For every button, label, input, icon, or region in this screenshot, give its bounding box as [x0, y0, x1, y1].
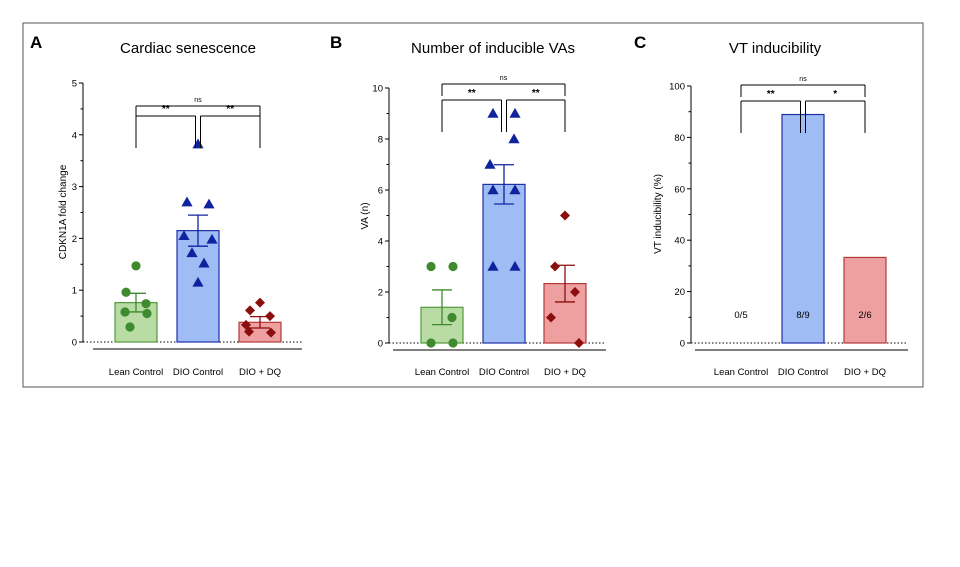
panel-c-plot: 0 20 40 60 80 100 Lean Control 0/5 DIO Control 8/…	[669, 76, 908, 378]
significance-label: **	[468, 88, 476, 99]
data-point	[120, 307, 130, 317]
panel-a-plot: 0 1 2 3 4 5 Lean Control DIO Control DIO + DQ ** *…	[72, 79, 302, 378]
data-point	[192, 138, 204, 149]
data-point	[186, 247, 198, 258]
y-tick-label: 2	[378, 288, 383, 299]
data-point	[546, 312, 556, 323]
panel-b-plot: 0 2 4 6 8 10 Lean Control DIO Control DIO + DQ **…	[372, 75, 606, 378]
data-point	[509, 107, 521, 118]
data-point	[508, 133, 520, 144]
y-tick-label: 0	[72, 338, 77, 349]
y-tick-label: 20	[674, 287, 685, 298]
category-label: DIO Control	[173, 367, 223, 378]
bar-count-label: 8/9	[796, 310, 809, 321]
y-tick-label: 40	[674, 236, 685, 247]
panel-b: B Number of inducible VAs VA (n) 0 2 4 6 8 10…	[330, 33, 606, 378]
y-tick-label: 10	[372, 84, 383, 95]
panel-a: A Cardiac senescence CDKN1A fold change …	[30, 33, 302, 378]
data-point	[448, 338, 458, 348]
data-point	[245, 305, 255, 316]
data-point	[131, 261, 141, 271]
data-point	[141, 299, 151, 309]
data-point	[178, 230, 190, 241]
data-point	[560, 210, 570, 221]
panel-a-ylabel: CDKN1A fold change	[58, 164, 69, 259]
data-point	[426, 261, 436, 272]
y-tick-label: 0	[680, 339, 685, 350]
data-point	[487, 184, 499, 195]
data-point	[570, 287, 580, 297]
panel-c: C VT inducibility VT inducibility (%) 0 2…	[634, 33, 908, 378]
panel-b-letter: B	[330, 33, 342, 52]
data-point	[509, 260, 521, 271]
significance-label: **	[532, 88, 540, 99]
category-label: Lean Control	[109, 367, 163, 378]
significance-label: ns	[194, 97, 202, 104]
significance-label: *	[833, 89, 837, 100]
y-tick-label: 60	[674, 184, 685, 195]
y-tick-label: 0	[378, 339, 383, 350]
panel-a-title: Cardiac senescence	[120, 40, 256, 57]
data-point	[484, 158, 496, 169]
significance-label: **	[226, 104, 234, 115]
data-point	[206, 233, 218, 244]
data-point	[574, 338, 584, 348]
panel-c-ylabel: VT inducibility (%)	[653, 174, 664, 254]
data-point	[244, 326, 254, 337]
panel-a-letter: A	[30, 33, 42, 52]
data-point	[255, 297, 265, 308]
panel-b-title: Number of inducible VAs	[411, 40, 575, 57]
data-point	[265, 311, 275, 322]
bar-1	[482, 183, 526, 344]
y-tick-label: 3	[72, 182, 77, 193]
data-point	[181, 196, 193, 207]
data-point	[142, 308, 152, 319]
data-point	[448, 261, 458, 272]
y-tick-label: 2	[72, 234, 77, 245]
data-point	[198, 257, 210, 268]
category-label: Lean Control	[714, 367, 768, 378]
bar-count-label: 0/5	[734, 310, 747, 321]
data-point	[426, 338, 436, 348]
y-tick-label: 5	[72, 79, 77, 90]
data-point	[192, 276, 204, 287]
category-label: Lean Control	[415, 367, 469, 378]
y-tick-label: 80	[674, 133, 685, 144]
panel-c-letter: C	[634, 33, 646, 52]
data-point	[487, 107, 499, 118]
bar-count-label: 2/6	[858, 310, 871, 321]
category-label: DIO Control	[479, 367, 529, 378]
category-label: DIO + DQ	[544, 367, 586, 378]
y-tick-label: 1	[72, 286, 77, 297]
figure-frame	[22, 22, 924, 388]
bar-1	[781, 113, 825, 344]
significance-label: **	[767, 89, 775, 100]
y-tick-label: 6	[378, 186, 383, 197]
panel-c-title: VT inducibility	[729, 40, 822, 57]
category-label: DIO + DQ	[239, 367, 281, 378]
y-tick-label: 100	[669, 82, 685, 93]
data-point	[447, 312, 457, 323]
significance-label: **	[162, 104, 170, 115]
data-point	[121, 287, 131, 297]
data-point	[203, 198, 215, 209]
category-label: DIO + DQ	[844, 367, 886, 378]
bar-2	[843, 256, 887, 344]
data-point	[550, 261, 560, 272]
data-point	[125, 322, 135, 332]
significance-label: ns	[799, 76, 807, 83]
y-tick-label: 4	[72, 130, 77, 141]
data-point	[266, 327, 276, 338]
data-point	[487, 260, 499, 271]
significance-label: ns	[500, 75, 508, 82]
y-tick-label: 8	[378, 135, 383, 146]
category-label: DIO Control	[778, 367, 828, 378]
panel-b-ylabel: VA (n)	[360, 202, 371, 229]
y-tick-label: 4	[378, 237, 383, 248]
data-point	[509, 184, 521, 195]
